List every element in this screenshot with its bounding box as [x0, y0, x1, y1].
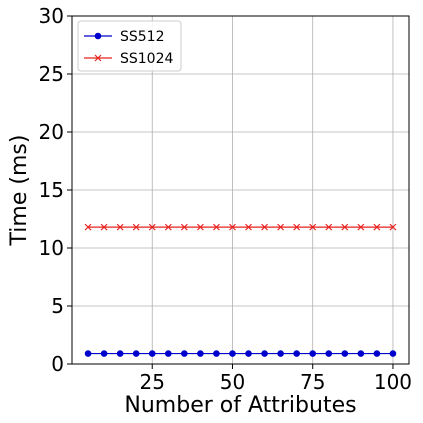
data-point — [132, 350, 140, 357]
data-point — [229, 350, 236, 357]
x-tick-label: 75 — [300, 370, 325, 394]
data-point — [373, 223, 381, 231]
data-point — [116, 223, 124, 231]
data-point — [357, 350, 365, 357]
series-ss512 — [84, 350, 397, 357]
data-point — [148, 223, 156, 231]
legend: SS512 SS1024 — [77, 20, 182, 72]
data-point — [84, 350, 92, 357]
data-point — [309, 223, 317, 231]
data-point — [94, 32, 102, 40]
x-tick-label: 50 — [220, 370, 245, 394]
data-point — [197, 350, 204, 357]
legend-label: SS512 — [120, 29, 165, 45]
data-point — [293, 350, 300, 357]
data-point — [84, 223, 92, 231]
data-point — [116, 350, 124, 357]
y-tick-label: 25 — [39, 62, 64, 86]
data-point — [181, 350, 188, 357]
data-point — [245, 223, 252, 231]
y-tick-label: 10 — [39, 236, 64, 260]
axis-ticks: 25 50 75 100 0 5 10 15 20 25 30 — [39, 4, 412, 394]
data-point — [325, 350, 333, 357]
data-point — [261, 223, 268, 231]
data-point — [293, 223, 301, 231]
y-tick-label: 20 — [39, 120, 64, 144]
data-point — [341, 223, 349, 231]
data-point — [373, 350, 381, 357]
y-tick-label: 15 — [39, 178, 64, 202]
data-point — [277, 350, 284, 357]
data-point — [389, 350, 397, 357]
data-point — [261, 350, 268, 357]
data-point — [164, 223, 172, 231]
data-point — [309, 350, 317, 357]
data-point — [164, 350, 172, 357]
legend-item-ss512: SS512 — [84, 29, 165, 45]
data-point — [213, 223, 220, 231]
data-point — [100, 223, 108, 231]
legend-label: SS1024 — [120, 51, 173, 67]
series-group — [84, 223, 397, 357]
data-point — [277, 223, 285, 231]
x-axis-label: Number of Attributes — [124, 393, 356, 418]
data-point — [148, 350, 156, 357]
data-point — [325, 223, 333, 231]
data-point — [213, 350, 220, 357]
data-point — [94, 54, 102, 62]
data-point — [389, 223, 397, 231]
x-tick-label: 100 — [374, 370, 412, 394]
data-point — [196, 223, 204, 231]
y-axis-label: Time (ms) — [7, 135, 32, 247]
data-point — [100, 350, 108, 357]
legend-item-ss1024: SS1024 — [84, 51, 173, 67]
data-point — [229, 223, 236, 231]
y-tick-label: 30 — [39, 4, 64, 28]
data-point — [132, 223, 140, 231]
data-point — [245, 350, 252, 357]
data-point — [180, 223, 188, 231]
series-ss1024 — [84, 223, 397, 231]
y-tick-label: 0 — [51, 352, 64, 376]
x-tick-label: 25 — [140, 370, 165, 394]
data-point — [357, 223, 365, 231]
data-point — [341, 350, 349, 357]
y-tick-label: 5 — [51, 294, 64, 318]
